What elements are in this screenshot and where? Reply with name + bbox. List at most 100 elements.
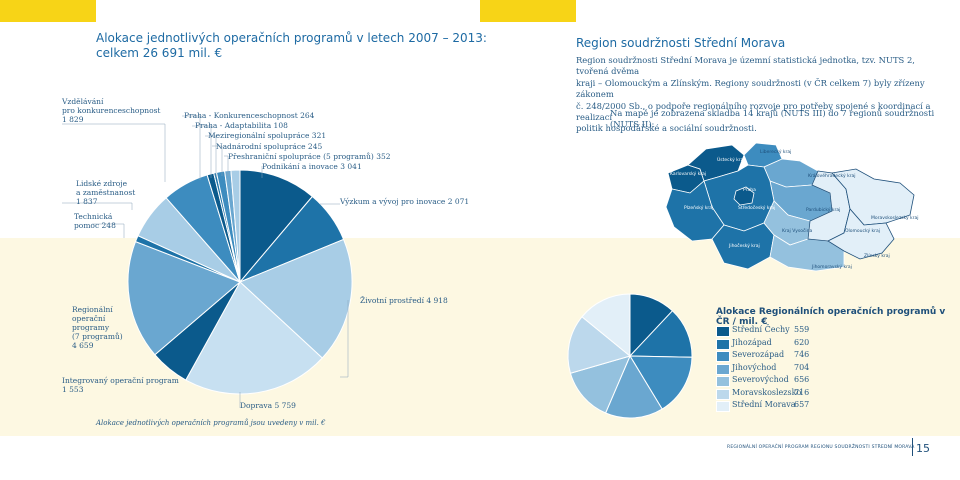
map-jihomoravsky: [769, 234, 845, 272]
rop-pie-slice-severovychod: [569, 355, 631, 414]
label-lidske-zdroje: Lidské zdroje a zaměstnanost 1 837: [76, 179, 135, 206]
map-label-vysocina: Kraj Vysočina: [782, 229, 813, 234]
legend-swatch: [716, 351, 730, 362]
map-label-olomoucky: Olomoucký kraj: [845, 229, 881, 234]
label-vzdelavani-value: 1 829: [62, 115, 84, 124]
legend-item-name: Severozápad: [732, 350, 785, 359]
legend-item-name: Moravskoslezsko: [732, 387, 802, 397]
label-technicka-line1: Technická: [74, 212, 113, 221]
map-label-stredocesky: Středočeský kraj: [738, 206, 776, 211]
right-paragraph-1: Region soudržnosti Střední Morava je úze…: [576, 55, 948, 135]
legend-swatch: [716, 401, 730, 412]
map-label-moravskoslezsky: Moravskoslezský kraj: [871, 216, 919, 221]
map-zlinsky: [827, 208, 895, 260]
para1-line4: politik hospodářské a sociální soudržnos…: [576, 123, 757, 134]
label-doprava: Doprava 5 759: [240, 401, 296, 410]
pie-slice-zivotni-prostredi: [239, 238, 353, 359]
label-regionalni-value: 4 659: [72, 341, 94, 350]
czech-regions-map: [665, 142, 915, 272]
legend-swatch: [716, 338, 730, 350]
map-label-karlovarsky: Karlovarský kraj: [670, 172, 707, 177]
yellow-top-bar-right: [480, 0, 576, 22]
map-label-liberecky: Liberecký kraj: [760, 150, 792, 155]
map-praha: [733, 186, 755, 206]
label-technicka-pomoc: Technická pomoc 248: [74, 212, 116, 230]
yellow-top-bar-left: [0, 0, 96, 22]
label-integrovany: Integrovaný operační program 1 553: [62, 376, 179, 394]
left-title-line1: Alokace jednotlivých operačních programů…: [96, 31, 487, 45]
legend-item-value: 746: [794, 350, 810, 359]
label-vzdelavani: Vzdělávání pro konkurenceschopnost 1 829: [62, 97, 160, 124]
legend-swatch: [716, 376, 730, 387]
label-preshranicni: Přeshraniční spolupráce (5 programů) 352: [228, 152, 391, 161]
legend-item-name: Jihozápad: [732, 337, 772, 347]
legend-item-value: 657: [794, 400, 810, 409]
map-label-zlinsky: Zlínský kraj: [864, 254, 890, 259]
map-moravskoslezsky: [831, 168, 915, 226]
pie-slice-regionalni-operacni-programy-7-programu: [127, 240, 241, 356]
label-zivotni: Životní prostředí 4 918: [360, 296, 448, 305]
legend-item-value: 620: [794, 337, 810, 347]
label-lidske-line1: Lidské zdroje: [76, 179, 128, 188]
legend-swatch: [716, 388, 730, 400]
label-meziregionalni: Meziregionální spolupráce 321: [208, 131, 327, 140]
legend-item-value: 716: [794, 387, 810, 397]
leader-line-lidske: [62, 202, 133, 210]
legend-item-value: 559: [794, 325, 810, 334]
legend-item-name: Střední Čechy: [732, 325, 790, 334]
label-vzdelavani-line2: pro konkurenceschopnost: [62, 106, 161, 115]
pie-slice-doprava: [185, 281, 323, 395]
legend-item-name: Střední Morava: [732, 400, 796, 409]
label-lidske-value: 1 837: [76, 197, 98, 206]
map-label-praha: Praha: [743, 188, 756, 193]
leader-line-vzdelavani: [62, 123, 166, 182]
label-integrovany-line1: Integrovaný operační program: [62, 376, 179, 385]
pie-slice-podnikani-a-inovace: [239, 169, 314, 284]
para1-line1: Region soudržnosti Střední Morava je úze…: [576, 55, 915, 77]
left-title-line2: celkem 26 691 mil. €: [96, 46, 223, 60]
left-footnote: Alokace jednotlivých operačních programů…: [96, 419, 326, 427]
page-runner: REGIONÁLNÍ OPERAČNÍ PROGRAM REGIONU SOUD…: [727, 445, 915, 450]
label-nadnarodni: Nadnárodní spolupráce 245: [216, 142, 323, 151]
leader-line-praha-adapt: [192, 125, 212, 178]
label-podnikani: Podnikání a inovace 3 041: [262, 162, 362, 171]
map-label-jihocesky: Jihočeský kraj: [729, 244, 760, 249]
label-lidske-line2: a zaměstnanost: [76, 188, 136, 197]
label-regionalni-line1: Regionální: [72, 305, 113, 314]
leader-line-praha-konk: [182, 115, 201, 180]
label-regionalni-line4: (7 programů): [72, 332, 123, 341]
leader-line-nadnarodni: [212, 145, 223, 176]
rop-pie-slice-severozapad: [629, 355, 693, 410]
left-title: Alokace jednotlivých operačních programů…: [96, 31, 487, 61]
para1-line2: kraji – Olomouckým a Zlínským. Regiony s…: [576, 77, 925, 100]
label-praha-adapt: Praha - Adaptabilita 108: [195, 121, 288, 130]
leader-lines: [62, 115, 349, 408]
legend-item-name: Jihovýchod: [732, 362, 777, 372]
label-vyzkum: Výzkum a vývoj pro inovace 2 071: [340, 197, 470, 206]
legend-item-name: Severovýchod: [732, 375, 789, 384]
map-label-plzensky: Plzeňský kraj: [684, 206, 714, 211]
page-number-divider: [912, 438, 913, 456]
rop-pie-slice-stredni-morava: [581, 293, 631, 358]
label-praha-konk: Praha - Konkurenceschopnost 264: [184, 111, 315, 120]
legend-item-value: 656: [794, 375, 810, 384]
legend-swatch: [716, 363, 730, 375]
label-regionalni-line2: operační: [72, 314, 106, 323]
label-regionalni-line3: programy: [72, 323, 110, 332]
leader-line-zivotni: [340, 300, 349, 378]
pie-slice-preshranicni-spoluprace-5-programu: [230, 169, 241, 283]
rop-pie-slice-moravskoslezsko: [567, 316, 632, 374]
right-heading: Region soudržnosti Střední Morava: [576, 36, 786, 50]
page-number: 15: [916, 442, 930, 455]
label-vzdelavani-line1: Vzdělávání: [62, 97, 104, 106]
label-integrovany-value: 1 553: [62, 385, 84, 394]
right-paragraph-2: Na mapě je zobrazena skladba 14 krajů (N…: [610, 108, 935, 130]
map-label-pardubicky: Pardubický kraj: [806, 208, 841, 213]
map-label-kralovehradecky: Královéhradecký kraj: [808, 174, 856, 179]
legend-item-value: 704: [794, 362, 810, 372]
legend-title: Alokace Regionálních operačních programů…: [716, 307, 946, 327]
para1-line3: č. 248/2000 Sb., o podpoře regionálního …: [576, 100, 931, 123]
leader-line-meziregionalni: [205, 135, 217, 178]
label-regionalni: Regionální operační programy (7 programů…: [72, 305, 123, 350]
